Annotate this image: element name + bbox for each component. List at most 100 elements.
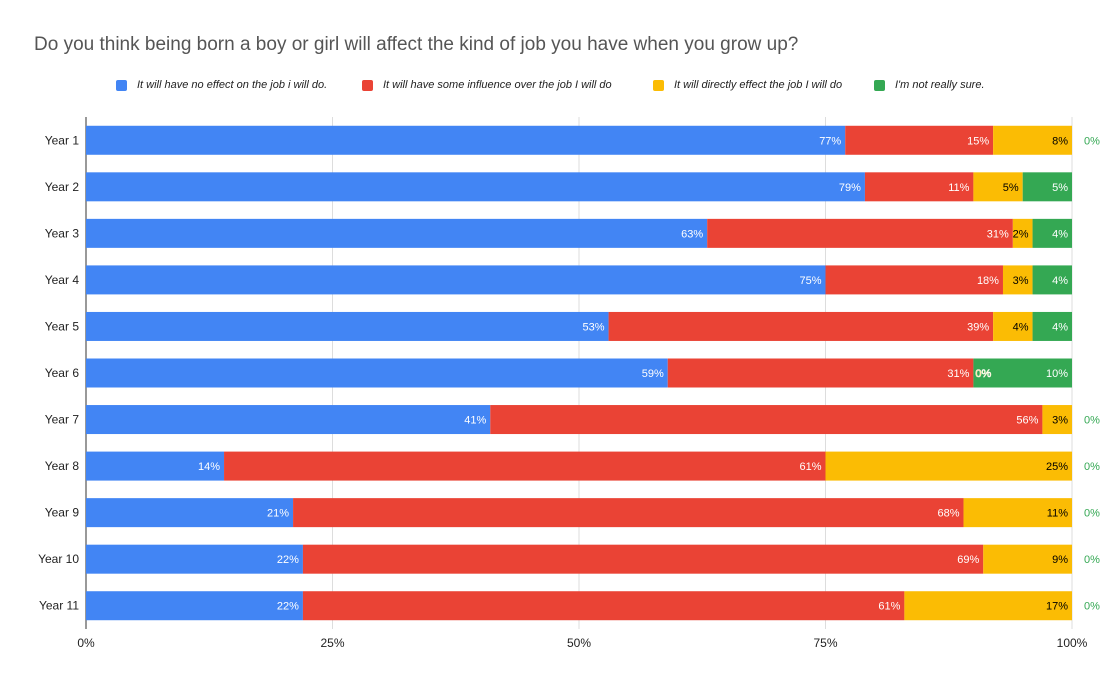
legend-swatch [362,79,373,91]
data-label: 17% [1046,601,1068,613]
bar-segment [86,544,303,574]
bar-segment [993,311,1033,341]
data-label: 4% [1052,321,1068,333]
bar-segment [1032,218,1072,248]
data-label: 2% [1013,228,1029,240]
data-label: 21% [267,508,289,520]
category-label: Year 8 [45,459,80,473]
bar-segment [86,125,846,155]
data-label: 61% [878,601,900,613]
bar-segment [302,544,984,574]
x-tick-label: 0% [77,636,95,650]
bar-segment [1042,405,1072,435]
legend-label: It will have no effect on the job i will… [137,79,328,91]
data-label: 56% [1016,415,1038,427]
bar-segment [1032,311,1072,341]
legend-item: It will have no effect on the job i will… [116,79,327,91]
bar-segment [963,498,1072,528]
data-label: 14% [198,461,220,473]
category-label: Year 6 [45,366,80,380]
data-label: 0% [1084,461,1100,473]
data-label: 11% [1047,508,1068,520]
bar-segment [1012,218,1033,248]
bar-segment [825,451,1072,481]
data-label: 15% [967,135,989,147]
legend-label: It will have some influence over the job… [383,79,612,91]
bar-segment [86,218,708,248]
bar-segment [667,358,974,388]
bar-segment [86,405,491,435]
chart-title: Do you think being born a boy or girl wi… [34,34,799,55]
bar-segment [845,125,994,155]
bars [86,125,1072,621]
data-label: 9% [1052,554,1068,566]
data-label: 69% [957,554,979,566]
data-label: 53% [583,321,605,333]
legend: It will have no effect on the job i will… [0,79,1106,97]
bar-segment [86,451,225,481]
bar-segment [302,591,905,621]
bar-segment [1002,265,1033,295]
data-label: 59% [642,368,664,380]
x-tick-label: 75% [813,636,837,650]
bar-segment [973,358,1072,388]
data-label: 22% [277,601,299,613]
bar-segment [825,265,1003,295]
data-label: 5% [1052,182,1068,194]
category-label: Year 5 [45,319,80,333]
data-label: 8% [1052,135,1068,147]
legend-swatch [116,79,127,91]
data-label: 0% [975,368,991,380]
bar-segment [1032,265,1072,295]
category-label: Year 10 [38,552,79,566]
data-label: 5% [1003,182,1019,194]
data-label: 11% [948,182,969,194]
data-label: 31% [987,228,1009,240]
data-label: 0% [1084,601,1100,613]
category-label: Year 11 [39,599,79,613]
data-label: 4% [1052,228,1068,240]
data-label: 31% [947,368,969,380]
bar-segment [707,218,1013,248]
bar-segment [86,498,294,528]
data-label: 63% [681,228,703,240]
legend-label: I'm not really sure. [895,79,985,91]
legend-item: It will directly effect the job I will d… [653,79,842,91]
data-label: 4% [1052,275,1068,287]
data-label: 75% [799,275,821,287]
bar-segment [983,544,1072,574]
data-label: 4% [1013,321,1029,333]
bar-segment [293,498,964,528]
data-label: 68% [938,508,960,520]
bar-segment [86,358,668,388]
bar-segment [86,172,865,202]
category-label: Year 7 [45,413,80,427]
data-label: 3% [1052,415,1068,427]
data-label: 41% [464,415,486,427]
data-label: 79% [839,182,861,194]
bar-segment [1022,172,1072,202]
data-label: 3% [1013,275,1029,287]
data-label: 18% [977,275,999,287]
category-label: Year 2 [45,180,80,194]
bar-segment [86,265,826,295]
category-label: Year 4 [45,273,80,287]
data-label: 61% [799,461,821,473]
data-label: 22% [277,554,299,566]
bar-segment [608,311,994,341]
bar-segment [490,405,1043,435]
data-label: 0% [1084,135,1100,147]
x-tick-label: 50% [567,636,591,650]
legend-label: It will directly effect the job I will d… [674,79,843,91]
legend-item: It will have some influence over the job… [362,79,612,91]
bar-segment [904,591,1072,621]
x-tick-label: 25% [320,636,344,650]
bar-segment [224,451,826,481]
bar-segment [993,125,1072,155]
category-label: Year 3 [45,226,80,240]
data-label: 39% [967,321,989,333]
data-label: 0% [1084,415,1100,427]
category-label: Year 1 [45,133,80,147]
bar-segment [864,172,974,202]
